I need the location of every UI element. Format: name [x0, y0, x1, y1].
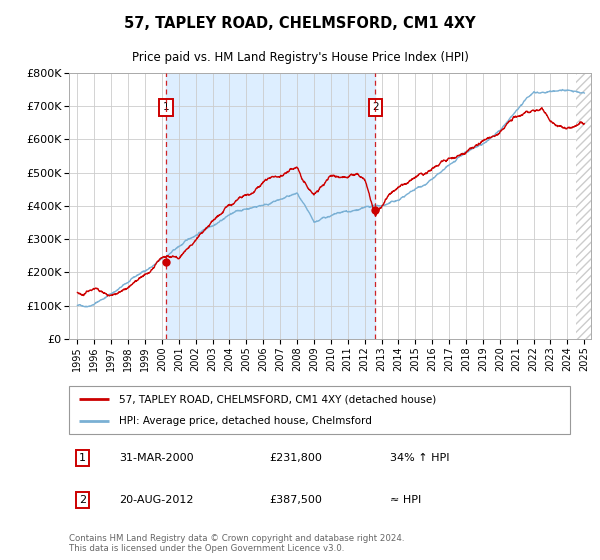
Text: 2: 2 [79, 495, 86, 505]
Text: 34% ↑ HPI: 34% ↑ HPI [389, 452, 449, 463]
Text: ≈ HPI: ≈ HPI [389, 495, 421, 505]
Text: 31-MAR-2000: 31-MAR-2000 [119, 452, 194, 463]
Text: 20-AUG-2012: 20-AUG-2012 [119, 495, 194, 505]
Text: 57, TAPLEY ROAD, CHELMSFORD, CM1 4XY (detached house): 57, TAPLEY ROAD, CHELMSFORD, CM1 4XY (de… [119, 394, 436, 404]
Text: Price paid vs. HM Land Registry's House Price Index (HPI): Price paid vs. HM Land Registry's House … [131, 52, 469, 64]
Text: £231,800: £231,800 [269, 452, 322, 463]
Bar [576, 73, 599, 339]
Text: Contains HM Land Registry data © Crown copyright and database right 2024.
This d: Contains HM Land Registry data © Crown c… [69, 534, 404, 553]
Text: 1: 1 [163, 102, 169, 113]
Text: £387,500: £387,500 [269, 495, 322, 505]
Text: 57, TAPLEY ROAD, CHELMSFORD, CM1 4XY: 57, TAPLEY ROAD, CHELMSFORD, CM1 4XY [124, 16, 476, 31]
Text: HPI: Average price, detached house, Chelmsford: HPI: Average price, detached house, Chel… [119, 416, 372, 426]
Text: 1: 1 [79, 452, 86, 463]
Text: 2: 2 [372, 102, 379, 113]
Bar [576, 73, 599, 339]
Bar [166, 73, 375, 339]
